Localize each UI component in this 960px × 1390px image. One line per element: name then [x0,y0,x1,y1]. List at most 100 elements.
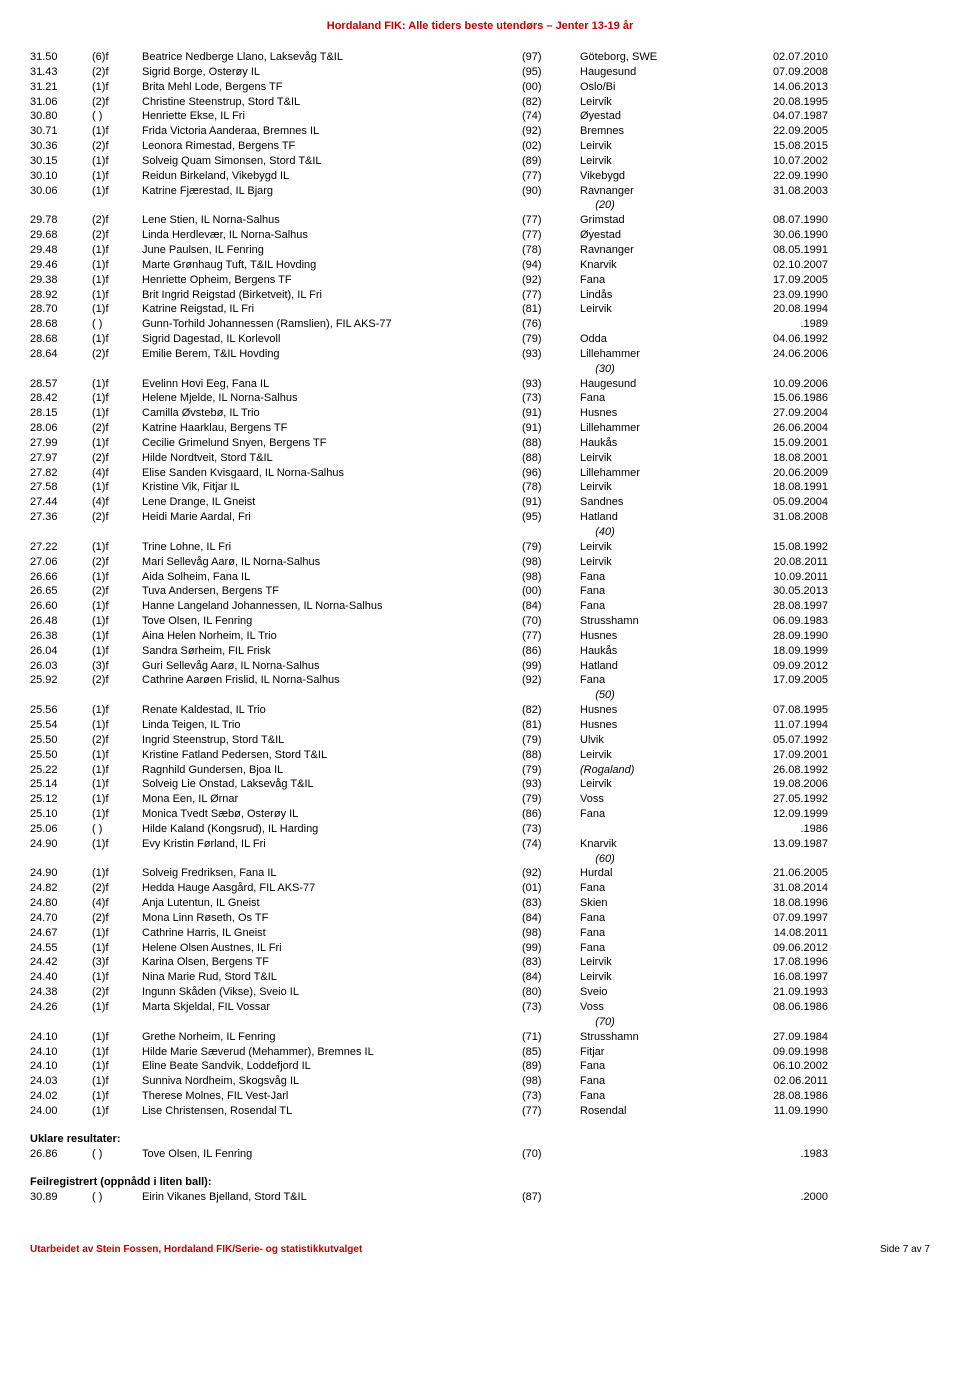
age-cell: (3)f [92,955,142,970]
name-cell: Evy Kristin Førland, IL Fri [142,837,522,852]
place-cell: Haukås [580,644,738,659]
result-cell: 28.70 [30,302,92,317]
year-cell: (89) [522,154,580,169]
table-row: 25.22(1)fRagnhild Gundersen, Bjoa IL(79)… [30,763,930,778]
age-cell: (2)f [92,139,142,154]
place-cell: Husnes [580,406,738,421]
year-cell: (82) [522,95,580,110]
age-cell: (2)f [92,510,142,525]
year-cell: (87) [522,1190,580,1205]
age-cell: ( ) [92,317,142,332]
name-cell: Christine Steenstrup, Stord T&IL [142,95,522,110]
age-cell: ( ) [92,822,142,837]
age-cell: (1)f [92,391,142,406]
date-cell: 27.05.1992 [738,792,828,807]
year-cell: (86) [522,644,580,659]
age-cell: (2)f [92,228,142,243]
result-cell: 26.03 [30,659,92,674]
age-cell: (2)f [92,65,142,80]
place-cell: Leirvik [580,154,738,169]
name-cell: Reidun Birkeland, Vikebygd IL [142,169,522,184]
result-cell: 24.67 [30,926,92,941]
date-cell: 07.09.1997 [738,911,828,926]
result-cell: 24.10 [30,1045,92,1060]
table-row: 26.38(1)fAina Helen Norheim, IL Trio(77)… [30,629,930,644]
place-cell: Voss [580,792,738,807]
name-cell: Marte Grønhaug Tuft, T&IL Hovding [142,258,522,273]
place-cell: Fana [580,391,738,406]
date-cell: 02.07.2010 [738,50,828,65]
date-cell: 18.08.2001 [738,451,828,466]
year-cell: (73) [522,1000,580,1015]
result-cell: 30.80 [30,109,92,124]
name-cell: Eline Beate Sandvik, Loddefjord IL [142,1059,522,1074]
table-row: 24.00(1)fLise Christensen, Rosendal TL(7… [30,1104,930,1119]
year-cell: (77) [522,1104,580,1119]
result-cell: 29.68 [30,228,92,243]
place-cell: Lillehammer [580,421,738,436]
age-cell: (1)f [92,154,142,169]
year-cell: (84) [522,599,580,614]
result-cell: 28.92 [30,288,92,303]
place-cell: Leirvik [580,480,738,495]
age-cell: (1)f [92,629,142,644]
result-cell: 26.60 [30,599,92,614]
name-cell: Sunniva Nordheim, Skogsvåg IL [142,1074,522,1089]
name-cell: Lene Drange, IL Gneist [142,495,522,510]
year-cell: (99) [522,659,580,674]
date-cell: 09.09.2012 [738,659,828,674]
year-cell: (83) [522,896,580,911]
age-cell: (1)f [92,599,142,614]
name-cell: Guri Sellevåg Aarø, IL Norna-Salhus [142,659,522,674]
year-cell: (81) [522,718,580,733]
year-cell: (73) [522,1089,580,1104]
date-cell: .1989 [738,317,828,332]
name-cell: Tove Olsen, IL Fenring [142,1147,522,1162]
place-cell: Fana [580,807,738,822]
place-cell: Leirvik [580,95,738,110]
place-cell: Göteborg, SWE [580,50,738,65]
date-cell: 08.07.1990 [738,213,828,228]
name-cell: Therese Molnes, FIL Vest-Jarl [142,1089,522,1104]
age-cell: (1)f [92,1104,142,1119]
place-cell: Fitjar [580,1045,738,1060]
result-cell: 26.65 [30,584,92,599]
result-cell: 27.99 [30,436,92,451]
result-cell: 29.38 [30,273,92,288]
name-cell: Solveig Lie Onstad, Laksevåg T&IL [142,777,522,792]
year-cell: (98) [522,570,580,585]
age-cell: (2)f [92,584,142,599]
date-cell: 27.09.1984 [738,1030,828,1045]
name-cell: Brita Mehl Lode, Bergens TF [142,80,522,95]
name-cell: June Paulsen, IL Fenring [142,243,522,258]
age-cell: (1)f [92,288,142,303]
age-cell: ( ) [92,1190,142,1205]
age-cell: (1)f [92,614,142,629]
year-cell: (74) [522,837,580,852]
age-cell: (4)f [92,466,142,481]
name-cell: Henriette Opheim, Bergens TF [142,273,522,288]
age-cell: (2)f [92,911,142,926]
date-cell: 20.08.1994 [738,302,828,317]
year-cell: (02) [522,139,580,154]
date-cell: 26.06.2004 [738,421,828,436]
result-cell: 29.48 [30,243,92,258]
place-cell: Leirvik [580,955,738,970]
year-cell: (88) [522,436,580,451]
year-cell: (95) [522,510,580,525]
year-cell: (73) [522,822,580,837]
table-row: 25.92(2)fCathrine Aarøen Frislid, IL Nor… [30,673,930,688]
year-cell: (76) [522,317,580,332]
year-cell: (93) [522,347,580,362]
age-cell: (1)f [92,540,142,555]
misreg-heading: Feilregistrert (oppnådd i liten ball): [30,1176,930,1188]
date-cell: 28.08.1986 [738,1089,828,1104]
age-cell: (1)f [92,1089,142,1104]
year-cell: (92) [522,124,580,139]
year-cell: (92) [522,866,580,881]
place-cell: Leirvik [580,451,738,466]
age-cell: (2)f [92,213,142,228]
name-cell: Elise Sanden Kvisgaard, IL Norna-Salhus [142,466,522,481]
table-row: 30.36(2)fLeonora Rimestad, Bergens TF(02… [30,139,930,154]
result-cell: 31.06 [30,95,92,110]
